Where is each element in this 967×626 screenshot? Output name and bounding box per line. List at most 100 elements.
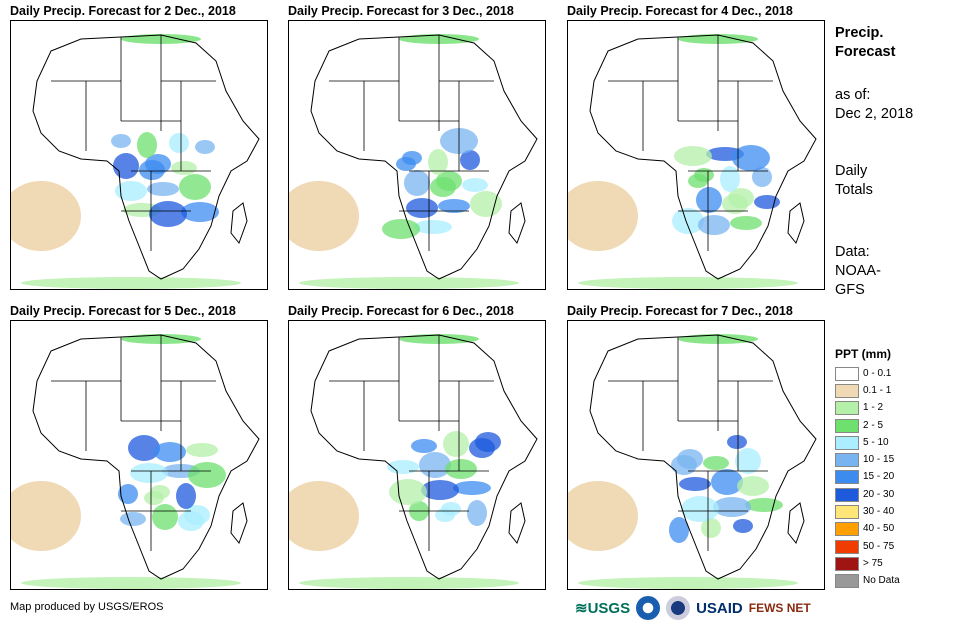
panel-title-4: Daily Precip. Forecast for 5 Dec., 2018 [10, 304, 236, 318]
precip-blob [137, 132, 157, 158]
forecast-map-1 [10, 20, 268, 290]
panel-title-6: Daily Precip. Forecast for 7 Dec., 2018 [567, 304, 793, 318]
precip-blob [144, 491, 164, 505]
sidebar-totals: Daily Totals [835, 162, 873, 200]
legend-swatch [835, 470, 859, 485]
precip-blob [147, 182, 179, 196]
legend-item: > 75 [835, 555, 900, 572]
precip-blob [414, 220, 452, 234]
africa-coastline [310, 334, 538, 580]
dry-area-blob [289, 481, 359, 551]
panel-title-2: Daily Precip. Forecast for 3 Dec., 2018 [288, 4, 514, 18]
precip-blob [672, 208, 704, 234]
precip-blob [435, 508, 455, 522]
precip-blob [701, 518, 721, 538]
panel-title-3: Daily Precip. Forecast for 4 Dec., 2018 [567, 4, 793, 18]
legend-swatch [835, 505, 859, 520]
legend-label: 2 - 5 [863, 419, 884, 431]
precip-blob [181, 202, 219, 222]
asof-date: Dec 2, 2018 [835, 106, 914, 122]
precip-blob [419, 452, 451, 478]
usaid-logo: USAID [696, 599, 743, 617]
precip-blob [752, 167, 772, 187]
africa-coastline [32, 334, 260, 580]
madagascar-outline [230, 502, 248, 545]
madagascar-outline [787, 202, 805, 245]
agency-seal-icon [666, 596, 691, 620]
precip-blob [469, 438, 495, 458]
precip-blob [462, 178, 488, 192]
legend-label: 40 - 50 [863, 523, 895, 535]
precip-blob [669, 517, 689, 543]
legend-item: 0 - 0.1 [835, 365, 900, 382]
madagascar-outline [508, 202, 526, 245]
precip-blob [713, 497, 751, 517]
precip-blob [733, 519, 753, 533]
data-line-2: NOAA- [835, 263, 881, 279]
precip-blob [470, 191, 502, 217]
precip-blob [149, 201, 187, 227]
precip-blob [430, 177, 456, 197]
precip-band [299, 277, 519, 289]
precip-blob [679, 477, 711, 491]
precip-blob [179, 174, 211, 200]
precip-blob [154, 442, 186, 462]
fewsnet-logo: FEWS NET [748, 601, 811, 615]
precip-blob [118, 484, 138, 504]
legend-swatch [835, 418, 859, 433]
legend-item: 1 - 2 [835, 400, 900, 417]
legend-label: 0 - 0.1 [863, 367, 892, 379]
precip-blob [453, 481, 491, 495]
legend-swatch [835, 453, 859, 468]
forecast-map-6 [567, 320, 825, 590]
madagascar-outline [508, 502, 526, 545]
logo-strip: ≋USGS USAID FEWS NET [575, 594, 811, 622]
precip-blob [396, 157, 416, 171]
country-borders [329, 35, 494, 251]
precip-band [21, 577, 241, 589]
precip-blob [438, 199, 470, 213]
precip-blob [688, 174, 708, 188]
sidebar-asof: as of: Dec 2, 2018 [835, 86, 913, 124]
precip-blob [389, 479, 427, 505]
heading-line-2: Forecast [835, 44, 896, 60]
country-borders [51, 335, 216, 551]
precip-blob [745, 498, 783, 512]
madagascar-outline [787, 502, 805, 545]
precip-blob [120, 512, 146, 526]
legend-swatch [835, 366, 859, 381]
precip-blob [428, 149, 448, 175]
precip-blob [698, 215, 730, 235]
precip-band [299, 577, 519, 589]
precip-band [21, 277, 241, 289]
precip-blob [152, 504, 178, 530]
legend-swatch [835, 539, 859, 554]
legend-swatch [835, 574, 859, 589]
sidebar-heading: Precip. Forecast [835, 24, 895, 62]
dry-area-blob [11, 481, 81, 551]
madagascar-outline [230, 202, 248, 245]
precip-blob [195, 140, 215, 154]
legend-title: PPT (mm) [835, 347, 892, 361]
dry-area-blob [568, 481, 638, 551]
precip-blob [411, 439, 437, 453]
asof-label: as of: [835, 87, 871, 103]
usgs-logo: ≋USGS [575, 600, 631, 617]
legend-label: 20 - 30 [863, 488, 895, 500]
legend-label: 5 - 10 [863, 436, 889, 448]
dry-area-blob [289, 181, 359, 251]
legend-item: 0.1 - 1 [835, 382, 900, 399]
panel-title-5: Daily Precip. Forecast for 6 Dec., 2018 [288, 304, 514, 318]
precip-blob [186, 443, 218, 457]
panel-title-1: Daily Precip. Forecast for 2 Dec., 2018 [10, 4, 236, 18]
precip-blob [382, 219, 420, 239]
precip-blob [467, 500, 487, 526]
forecast-map-4 [10, 320, 268, 590]
precip-blob [445, 459, 477, 479]
legend-label: 1 - 2 [863, 402, 884, 414]
precip-blob [735, 448, 761, 474]
legend-swatch [835, 522, 859, 537]
legend-label: No Data [863, 575, 900, 587]
africa-coastline [32, 34, 260, 280]
legend-item: 20 - 30 [835, 486, 900, 503]
